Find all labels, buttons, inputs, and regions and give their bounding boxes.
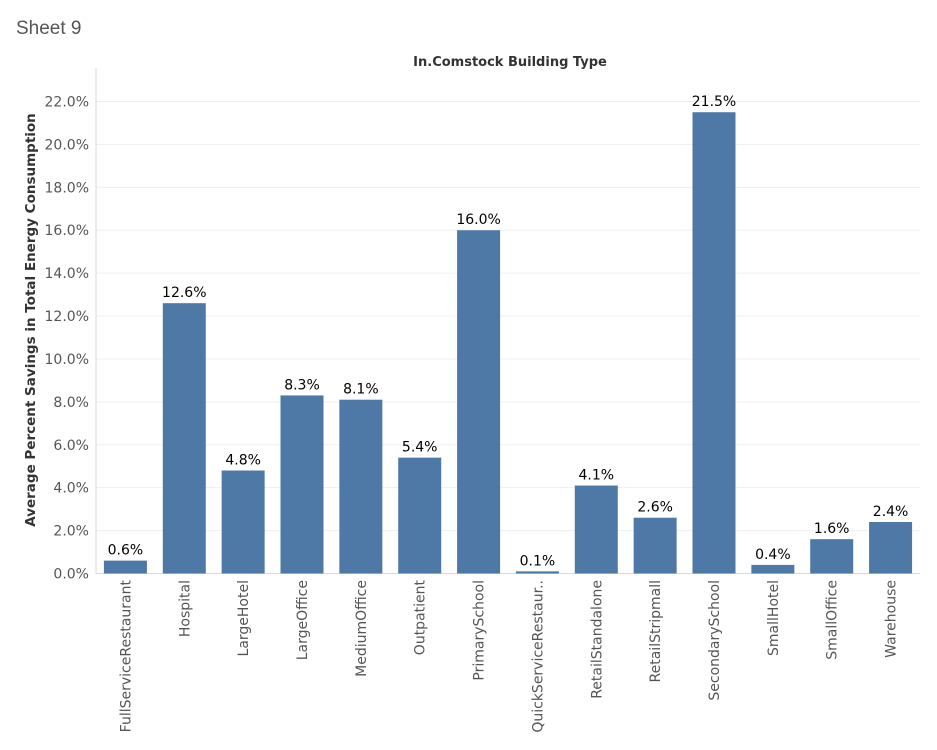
bar (869, 522, 913, 574)
bar (574, 485, 618, 574)
bar (457, 230, 501, 574)
bar-data-label: 8.3% (284, 377, 320, 393)
bar (633, 517, 677, 574)
bar (810, 539, 854, 574)
x-category-label: LargeHotel (236, 580, 252, 656)
x-category-label: QuickServiceRestaur.. (530, 580, 546, 733)
y-tick-label: 0.0% (53, 567, 89, 583)
y-tick-label: 16.0% (45, 223, 89, 239)
bar-data-label: 21.5% (692, 94, 736, 110)
x-category-label: SmallOffice (825, 580, 841, 660)
bar (221, 470, 265, 574)
bar (280, 395, 324, 574)
y-tick-label: 22.0% (45, 95, 89, 111)
y-tick-label: 6.0% (53, 438, 89, 454)
x-category-label: Outpatient (413, 579, 429, 655)
y-tick-label: 4.0% (53, 481, 89, 497)
y-tick-label: 2.0% (53, 524, 89, 540)
y-tick-label: 10.0% (45, 352, 89, 368)
bar (692, 112, 736, 574)
bar-data-label: 0.6% (108, 543, 144, 559)
y-tick-label: 14.0% (45, 266, 89, 282)
bar-data-label: 4.1% (578, 468, 614, 484)
bar (103, 560, 147, 574)
bar (339, 399, 383, 574)
x-category-label: Warehouse (884, 580, 900, 658)
x-category-label: LargeOffice (295, 580, 311, 660)
x-category-label: RetailStandalone (589, 580, 605, 699)
bar-data-label: 2.4% (873, 504, 909, 520)
gridlines (95, 68, 920, 574)
x-category-label: SecondarySchool (707, 580, 723, 701)
bar-data-label: 8.1% (343, 382, 379, 398)
bar (515, 571, 559, 574)
bar-data-label: 0.4% (755, 547, 791, 563)
bars (103, 112, 913, 574)
bar-data-label: 2.6% (637, 500, 673, 516)
bar-data-label: 1.6% (814, 521, 850, 537)
bar (398, 457, 442, 574)
bar-data-label: 5.4% (402, 440, 438, 456)
x-category-label: SmallHotel (766, 580, 782, 656)
y-tick-label: 20.0% (45, 137, 89, 153)
y-axis-title: Average Percent Savings in Total Energy … (23, 113, 39, 527)
x-category-label: FullServiceRestaurant (118, 579, 134, 732)
x-category-label: Hospital (177, 580, 193, 637)
y-axis-ticks: 0.0% 2.0% 4.0% 6.0% 8.0% 10.0% 12.0% 14.0% 16.0%… (45, 95, 89, 583)
bar-data-label: 16.0% (456, 212, 500, 228)
bar-data-label: 0.1% (520, 553, 556, 569)
bar-data-label: 4.8% (225, 453, 261, 469)
y-tick-label: 12.0% (45, 309, 89, 325)
x-category-label: PrimarySchool (472, 580, 488, 681)
x-axis-categories: FullServiceRestaurant Hospital LargeHotel L… (118, 579, 899, 732)
y-tick-label: 18.0% (45, 180, 89, 196)
chart-header-title: In.Comstock Building Type (413, 55, 607, 70)
data-labels: 0.6% 12.6% 4.8% 8.3% 8.1% 5.4% 16.0% 0.1% 4.1% 2.… (108, 94, 909, 569)
bar (751, 564, 795, 574)
sheet-title: Sheet 9 (16, 18, 82, 39)
x-category-label: MediumOffice (354, 580, 370, 677)
x-category-label: RetailStripmall (648, 580, 664, 682)
y-tick-label: 8.0% (53, 395, 89, 411)
bar (162, 303, 206, 574)
bar-data-label: 12.6% (162, 285, 206, 301)
